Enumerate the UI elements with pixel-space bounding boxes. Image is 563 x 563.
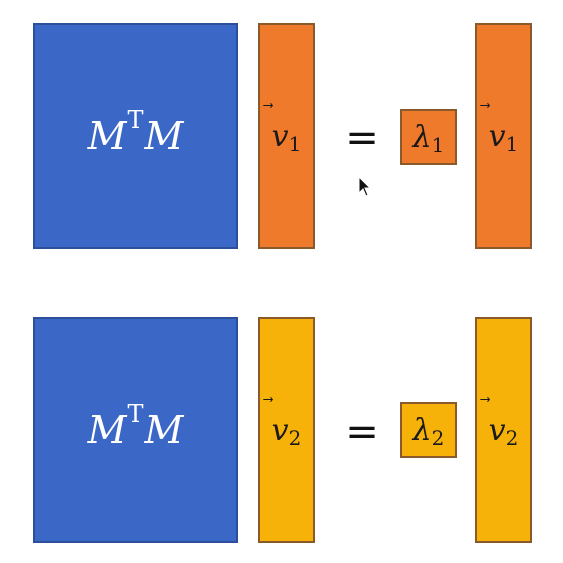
row1-matrix-base: M	[87, 114, 127, 158]
row1-right-vector-sub: 1	[505, 132, 519, 156]
row2-right-vector-sub: 2	[505, 426, 519, 450]
row1-matrix-transpose-sup: T	[127, 106, 144, 134]
row2-eigenvalue-sub: 2	[431, 426, 445, 450]
row1-left-vector-letter: v	[271, 118, 289, 154]
row1-matrix-tail: M	[144, 114, 184, 158]
row1-equals-sign: =	[345, 115, 379, 161]
row2-matrix-base: M	[87, 408, 127, 452]
row1-left-vector-symbol: ⃗v	[272, 119, 289, 154]
row1-eigenvalue-symbol: λ	[412, 119, 432, 155]
row2-right-vector-letter: v	[488, 412, 506, 448]
row1-left-vector-v1: ⃗v1	[258, 23, 315, 249]
row2-left-vector-symbol: ⃗v	[272, 413, 289, 448]
row1-left-vector-sub: 1	[288, 132, 302, 156]
row2-right-vector-v2: ⃗v2	[475, 317, 532, 543]
row2-right-vector-symbol: ⃗v	[489, 413, 506, 448]
row1-right-vector-v1: ⃗v1	[475, 23, 532, 249]
row2-matrix-transpose-sup: T	[127, 400, 144, 428]
row2-equals-sign: =	[345, 409, 379, 455]
mouse-pointer-icon	[358, 176, 372, 197]
row2-eigenvalue-symbol: λ	[412, 412, 432, 448]
row2-left-vector-letter: v	[271, 412, 289, 448]
row2-left-vector-sub: 2	[288, 426, 302, 450]
row1-right-vector-letter: v	[488, 118, 506, 154]
row1-right-vector-symbol: ⃗v	[489, 119, 506, 154]
row2-matrix-tail: M	[144, 408, 184, 452]
row2-left-vector-v2: ⃗v2	[258, 317, 315, 543]
row1-eigenvalue-sub: 1	[431, 133, 445, 157]
